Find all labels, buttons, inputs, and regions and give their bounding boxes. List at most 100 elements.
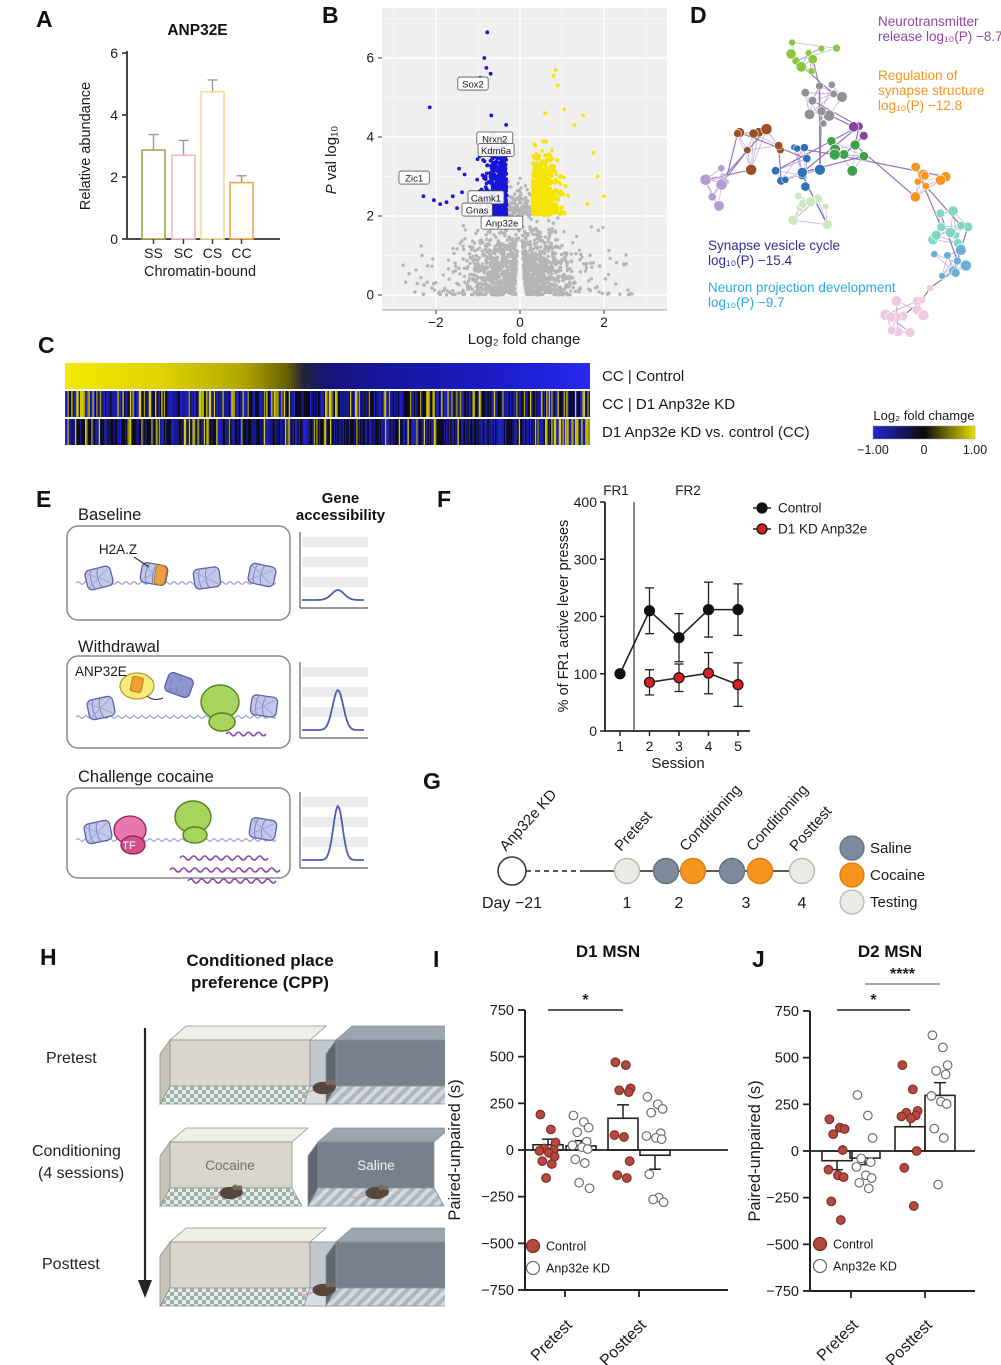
data-point xyxy=(911,1146,922,1156)
heatmap-row-3 xyxy=(65,419,591,445)
network-node xyxy=(935,208,946,219)
epigenetics-illustration: Baseline H2A.Z Withdrawal ANP32E Challenge c… xyxy=(66,506,368,884)
panel-i-label: I xyxy=(433,946,440,972)
timeline-event-label: Anp32e KD xyxy=(496,786,560,855)
legend-label: Anp32e KD xyxy=(546,1262,610,1276)
accessibility-plot xyxy=(299,792,368,869)
nucleosome xyxy=(247,562,277,588)
network-node xyxy=(935,174,946,186)
network-node xyxy=(821,219,833,230)
y-tick-label: −500 xyxy=(766,1237,799,1253)
network-node xyxy=(885,311,897,323)
network-node xyxy=(887,325,897,336)
gene-label: Nrxn2 xyxy=(482,134,507,145)
data-point xyxy=(579,1158,590,1168)
scatter-bar-chart: 750 500 250 0 −250 −500 −750 Paired-unpaired (s… xyxy=(446,992,728,1365)
data-point xyxy=(856,1153,867,1164)
accessibility-curve xyxy=(302,804,364,861)
panel-j-label: J xyxy=(752,946,765,972)
nucleosome xyxy=(248,817,278,841)
network-node xyxy=(956,221,966,231)
data-point xyxy=(852,1090,863,1100)
x-axis-label: Session xyxy=(651,755,704,772)
data-point xyxy=(823,1164,834,1175)
y-tick-label: 400 xyxy=(574,494,598,510)
network-node xyxy=(913,177,922,186)
panel-a-label: A xyxy=(36,6,53,32)
data-point xyxy=(838,1172,849,1183)
legend-label: Anp32e KD xyxy=(833,1260,897,1274)
polymerase-blob xyxy=(174,800,212,844)
legend-label: Cocaine xyxy=(870,867,925,884)
points-posttest-kd xyxy=(641,1091,669,1208)
colorbar-title: Log₂ fold chamge xyxy=(873,408,974,423)
network-node xyxy=(707,192,717,202)
y-tick-label: 6 xyxy=(110,45,118,61)
x-tick-label: −2 xyxy=(428,315,443,330)
data-point xyxy=(702,667,715,679)
mouse xyxy=(205,1184,243,1200)
network-node xyxy=(748,128,759,139)
y-tick-label: 250 xyxy=(490,1096,514,1112)
data-point xyxy=(642,1091,653,1102)
network-node xyxy=(945,226,956,238)
heatmap-row-label: CC | D1 Anp32e KD xyxy=(602,396,735,413)
heatmap: CC | Control CC | D1 Anp32e KD D1 Anp32e K… xyxy=(65,363,987,457)
data-point xyxy=(623,1087,634,1098)
panel-d-label: D xyxy=(690,2,707,28)
data-point xyxy=(931,1065,942,1076)
gene-label-box xyxy=(398,170,430,185)
network-node xyxy=(930,229,942,241)
panel-b: B Sox2 Nrxn2 Kdm6a Zic1 Camk1 Gnas Anp32e −2 0 2 0… xyxy=(320,0,682,352)
data-point xyxy=(940,1069,951,1080)
data-point xyxy=(933,1179,944,1190)
timeline-cocaine-circle xyxy=(679,857,707,885)
network-node xyxy=(909,191,921,203)
network-node xyxy=(910,161,921,173)
nucleosome xyxy=(139,562,169,586)
network-node xyxy=(713,200,725,212)
accessibility-curve xyxy=(302,688,365,731)
network-node xyxy=(794,191,803,201)
nucleosome xyxy=(83,819,113,845)
timeline-day-label: 1 xyxy=(623,895,632,912)
network-annotation: log₁₀(P) −12.8 xyxy=(878,98,962,113)
data-point xyxy=(824,1114,835,1125)
data-point xyxy=(908,1201,919,1211)
phase-label-fr2: FR2 xyxy=(675,483,701,498)
y-tick-label: 6 xyxy=(366,51,374,66)
tf-label: TF xyxy=(122,840,136,852)
nucleosome xyxy=(192,566,222,590)
polymerase-blob xyxy=(200,684,240,732)
y-tick-label: −250 xyxy=(766,1191,799,1207)
y-axis-label: Paired-unpaired (s) xyxy=(746,1080,764,1221)
data-point xyxy=(643,605,656,617)
stage-box xyxy=(66,787,291,879)
data-point xyxy=(620,1060,631,1070)
panel-j-title: D2 MSN xyxy=(857,942,923,961)
network-node xyxy=(807,67,816,76)
cpp-chamber xyxy=(159,1025,328,1106)
panel-e-illustration: Baseline H2A.Z Withdrawal ANP32E Challenge c… xyxy=(66,506,368,884)
cpp-chamber xyxy=(159,1227,328,1308)
y-tick-label: 4 xyxy=(110,107,118,123)
network-node xyxy=(805,196,817,208)
points-posttest-kd xyxy=(926,1030,953,1190)
network-nodes xyxy=(699,38,974,338)
data-point xyxy=(906,1113,916,1124)
data-point xyxy=(865,1157,876,1168)
data-point xyxy=(535,1109,546,1120)
data-point xyxy=(941,1099,952,1109)
network-node xyxy=(804,49,813,57)
points-pretest-kd xyxy=(567,1110,595,1194)
network-node xyxy=(838,149,850,160)
timeline-day-label: 2 xyxy=(675,895,684,912)
gene-label: Sox2 xyxy=(462,80,484,91)
bar-CC xyxy=(229,181,254,240)
data-point xyxy=(732,604,744,616)
network-node xyxy=(760,123,773,136)
legend: Control Anp32e KD xyxy=(812,1236,897,1274)
points-posttest-control xyxy=(896,1060,923,1211)
legend-label: Control xyxy=(833,1238,873,1252)
